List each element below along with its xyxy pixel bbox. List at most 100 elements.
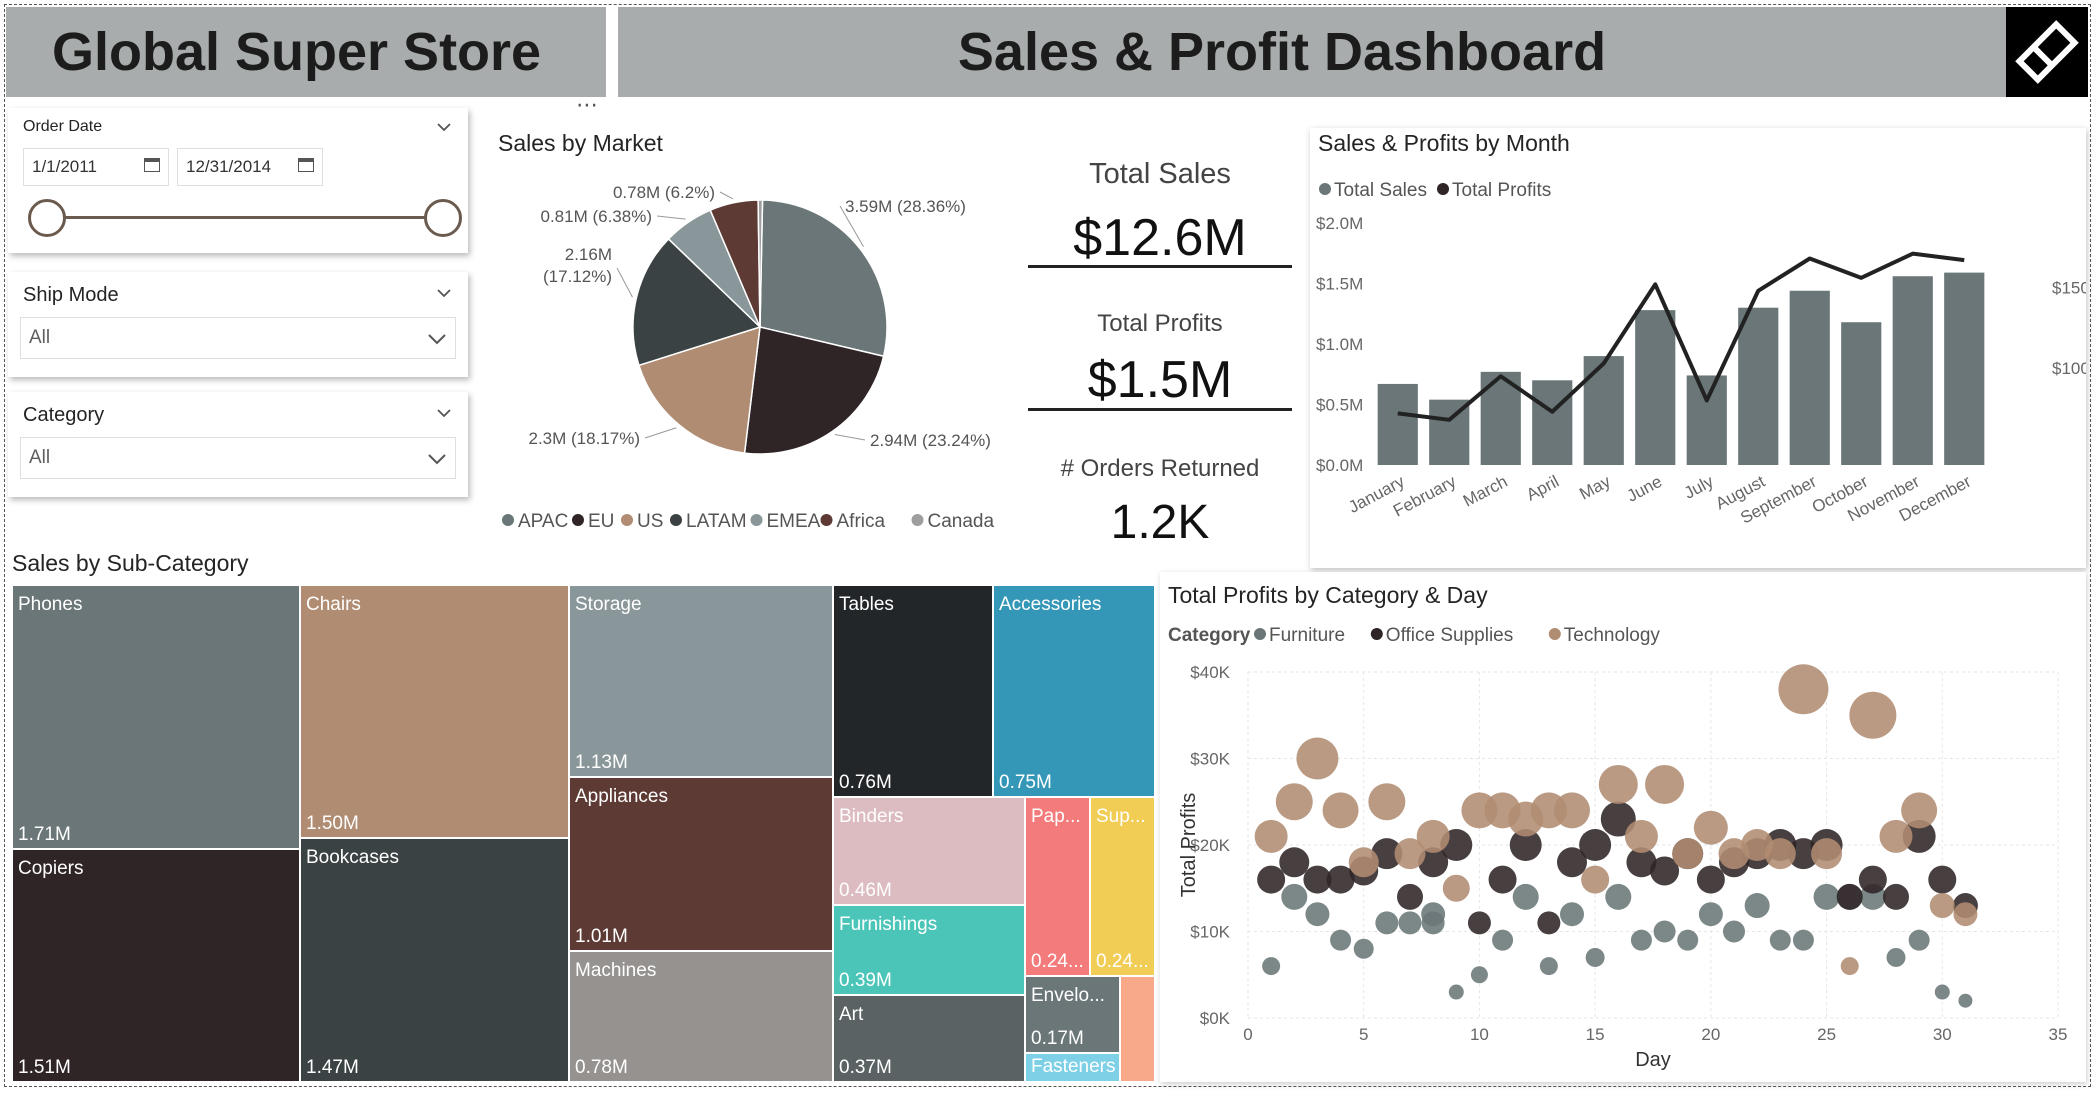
treemap-tile-storage[interactable]: Storage 1.13M — [569, 585, 833, 777]
scatter-point-furniture[interactable] — [1353, 938, 1374, 959]
scatter-point-office-supplies[interactable] — [1626, 847, 1657, 878]
scatter-point-technology[interactable] — [1811, 838, 1843, 870]
treemap-tile-tables[interactable]: Tables 0.76M — [833, 585, 993, 797]
bar-december[interactable] — [1944, 272, 1985, 465]
scatter-point-furniture[interactable] — [1305, 902, 1330, 927]
scatter-point-furniture[interactable] — [1512, 883, 1539, 910]
scatter-point-furniture[interactable] — [1421, 911, 1445, 935]
bar-july[interactable] — [1686, 375, 1727, 465]
chevron-down-icon[interactable] — [436, 122, 452, 132]
bar-january[interactable] — [1377, 383, 1418, 465]
scatter-point-office-supplies[interactable] — [1488, 865, 1517, 894]
treemap-tile-accessories[interactable]: Accessories 0.75M — [993, 585, 1155, 797]
scatter-point-technology[interactable] — [1554, 792, 1590, 829]
scatter-point-furniture[interactable] — [1630, 929, 1652, 951]
bar-april[interactable] — [1532, 380, 1573, 465]
pie-slice-us[interactable] — [637, 325, 761, 454]
scatter-point-technology[interactable] — [1254, 819, 1288, 853]
treemap-tile-chairs[interactable]: Chairs 1.50M — [300, 585, 569, 838]
scatter-point-furniture[interactable] — [1281, 883, 1308, 910]
scatter-point-technology[interactable] — [1778, 664, 1829, 715]
range-start-handle[interactable] — [28, 199, 66, 237]
scatter-point-furniture[interactable] — [1492, 929, 1514, 951]
scatter-point-furniture[interactable] — [1677, 929, 1699, 951]
scatter-point-furniture[interactable] — [1934, 984, 1950, 1000]
scatter-point-office-supplies[interactable] — [1397, 883, 1423, 910]
scatter-point-furniture[interactable] — [1539, 957, 1558, 976]
start-date-input[interactable]: 1/1/2011 — [23, 148, 169, 186]
treemap-tile-envelo[interactable]: Envelo... 0.17M — [1025, 976, 1120, 1053]
scatter-point-technology[interactable] — [1764, 838, 1796, 870]
scatter-point-office-supplies[interactable] — [1509, 829, 1542, 861]
scatter-point-technology[interactable] — [1275, 783, 1313, 821]
scatter-point-office-supplies[interactable] — [1836, 883, 1863, 910]
bar-june[interactable] — [1635, 310, 1676, 465]
treemap-tile-pap[interactable]: Pap... 0.24... — [1025, 797, 1090, 976]
range-end-handle[interactable] — [424, 199, 462, 237]
scatter-point-office-supplies[interactable] — [1537, 911, 1561, 935]
treemap-tile-other[interactable] — [1120, 976, 1155, 1082]
scatter-point-furniture[interactable] — [1375, 911, 1399, 935]
treemap-tile-phones[interactable]: Phones 1.71M — [12, 585, 300, 849]
scatter-point-furniture[interactable] — [1470, 966, 1488, 984]
treemap-tile-sup[interactable]: Sup... 0.24... — [1090, 797, 1155, 976]
scatter-point-technology[interactable] — [1929, 893, 1955, 919]
treemap-tile-copiers[interactable]: Copiers 1.51M — [12, 849, 300, 1082]
scatter-point-office-supplies[interactable] — [1579, 829, 1612, 861]
pie-slice-apac[interactable] — [759, 199, 888, 358]
bar-september[interactable] — [1789, 290, 1830, 465]
scatter-point-technology[interactable] — [1416, 819, 1450, 853]
more-options-icon[interactable]: ⋯ — [576, 92, 599, 117]
scatter-point-technology[interactable] — [1394, 838, 1426, 870]
scatter-point-office-supplies[interactable] — [1371, 838, 1403, 870]
treemap-tile-art[interactable]: Art 0.37M — [833, 995, 1025, 1082]
treemap-tile-binders[interactable]: Binders 0.46M — [833, 797, 1025, 905]
chevron-down-icon[interactable] — [436, 288, 452, 298]
bar-october[interactable] — [1841, 322, 1882, 465]
scatter-point-furniture[interactable] — [1585, 947, 1605, 967]
category-dropdown[interactable]: All — [20, 437, 456, 479]
calendar-icon[interactable] — [144, 158, 160, 172]
scatter-point-furniture[interactable] — [1792, 929, 1814, 951]
scatter-point-office-supplies[interactable] — [1303, 865, 1332, 894]
scatter-point-furniture[interactable] — [1886, 947, 1906, 967]
scatter-point-furniture[interactable] — [1723, 920, 1745, 943]
treemap-tile-appliances[interactable]: Appliances 1.01M — [569, 777, 833, 951]
scatter-point-office-supplies[interactable] — [1902, 819, 1936, 853]
pie-slice-eu[interactable] — [743, 326, 885, 455]
scatter-point-furniture[interactable] — [1813, 883, 1840, 910]
scatter-point-furniture[interactable] — [1698, 902, 1723, 927]
scatter-point-furniture[interactable] — [1330, 929, 1352, 951]
scatter-point-technology[interactable] — [1296, 737, 1339, 780]
end-date-input[interactable]: 12/31/2014 — [177, 148, 323, 186]
scatter-point-furniture[interactable] — [1398, 911, 1422, 935]
scatter-point-office-supplies[interactable] — [1696, 865, 1725, 894]
scatter-point-furniture[interactable] — [1262, 957, 1281, 976]
scatter-point-furniture[interactable] — [1653, 920, 1676, 943]
scatter-point-furniture[interactable] — [1769, 929, 1791, 951]
scatter-point-office-supplies[interactable] — [1858, 865, 1887, 894]
scatter-point-technology[interactable] — [1368, 783, 1406, 821]
date-range-track[interactable] — [46, 216, 446, 219]
scatter-point-technology[interactable] — [1672, 838, 1704, 870]
scatter-point-furniture[interactable] — [1744, 893, 1770, 919]
scatter-point-technology[interactable] — [1624, 819, 1658, 853]
scatter-point-office-supplies[interactable] — [1600, 801, 1636, 837]
scatter-point-technology[interactable] — [1581, 865, 1610, 894]
chevron-down-icon[interactable] — [436, 408, 452, 418]
treemap-tile-fasteners[interactable]: Fasteners — [1025, 1053, 1120, 1082]
scatter-point-furniture[interactable] — [1560, 902, 1584, 927]
scatter-point-office-supplies[interactable] — [1557, 847, 1587, 878]
scatter-point-furniture[interactable] — [1605, 883, 1632, 910]
scatter-point-technology[interactable] — [1840, 957, 1859, 976]
scatter-point-office-supplies[interactable] — [1326, 865, 1355, 894]
scatter-point-technology[interactable] — [1879, 819, 1913, 853]
treemap-tile-machines[interactable]: Machines 0.78M — [569, 951, 833, 1082]
scatter-point-office-supplies[interactable] — [1650, 856, 1680, 886]
calendar-icon[interactable] — [298, 158, 314, 172]
scatter-point-office-supplies[interactable] — [1279, 847, 1310, 878]
scatter-point-furniture[interactable] — [1908, 929, 1930, 951]
scatter-point-technology[interactable] — [1322, 792, 1359, 829]
scatter-point-office-supplies[interactable] — [1883, 883, 1909, 910]
scatter-point-technology[interactable] — [1645, 764, 1685, 804]
